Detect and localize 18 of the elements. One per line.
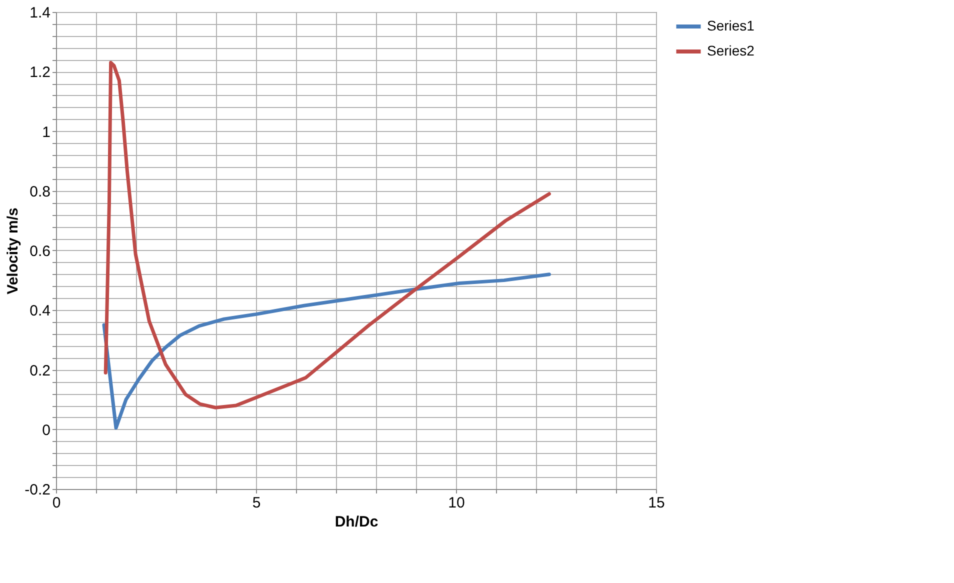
y-axis-title: Velocity m/s [4, 208, 22, 294]
y-tick-label: 0 [42, 422, 50, 439]
y-tick-label: 1.4 [30, 4, 50, 22]
legend-label: Series1 [707, 18, 755, 34]
x-tick-label: 5 [252, 494, 261, 512]
y-tick-label: 0.8 [30, 183, 50, 200]
x-axis-title: Dh/Dc [334, 514, 378, 530]
legend-label: Series2 [707, 42, 755, 58]
y-tick-label: 0.2 [30, 362, 50, 380]
x-tick-label: 15 [648, 494, 665, 512]
line-series [104, 60, 551, 410]
y-tick-label: -0.2 [24, 482, 50, 498]
y-tick-label: 1.2 [30, 64, 50, 82]
line-series [102, 272, 551, 430]
y-tick-label: 0.6 [30, 243, 50, 260]
x-tick-label: 10 [448, 494, 465, 512]
y-tick-label: 0.4 [30, 302, 50, 320]
y-tick-label: 1 [42, 124, 50, 141]
